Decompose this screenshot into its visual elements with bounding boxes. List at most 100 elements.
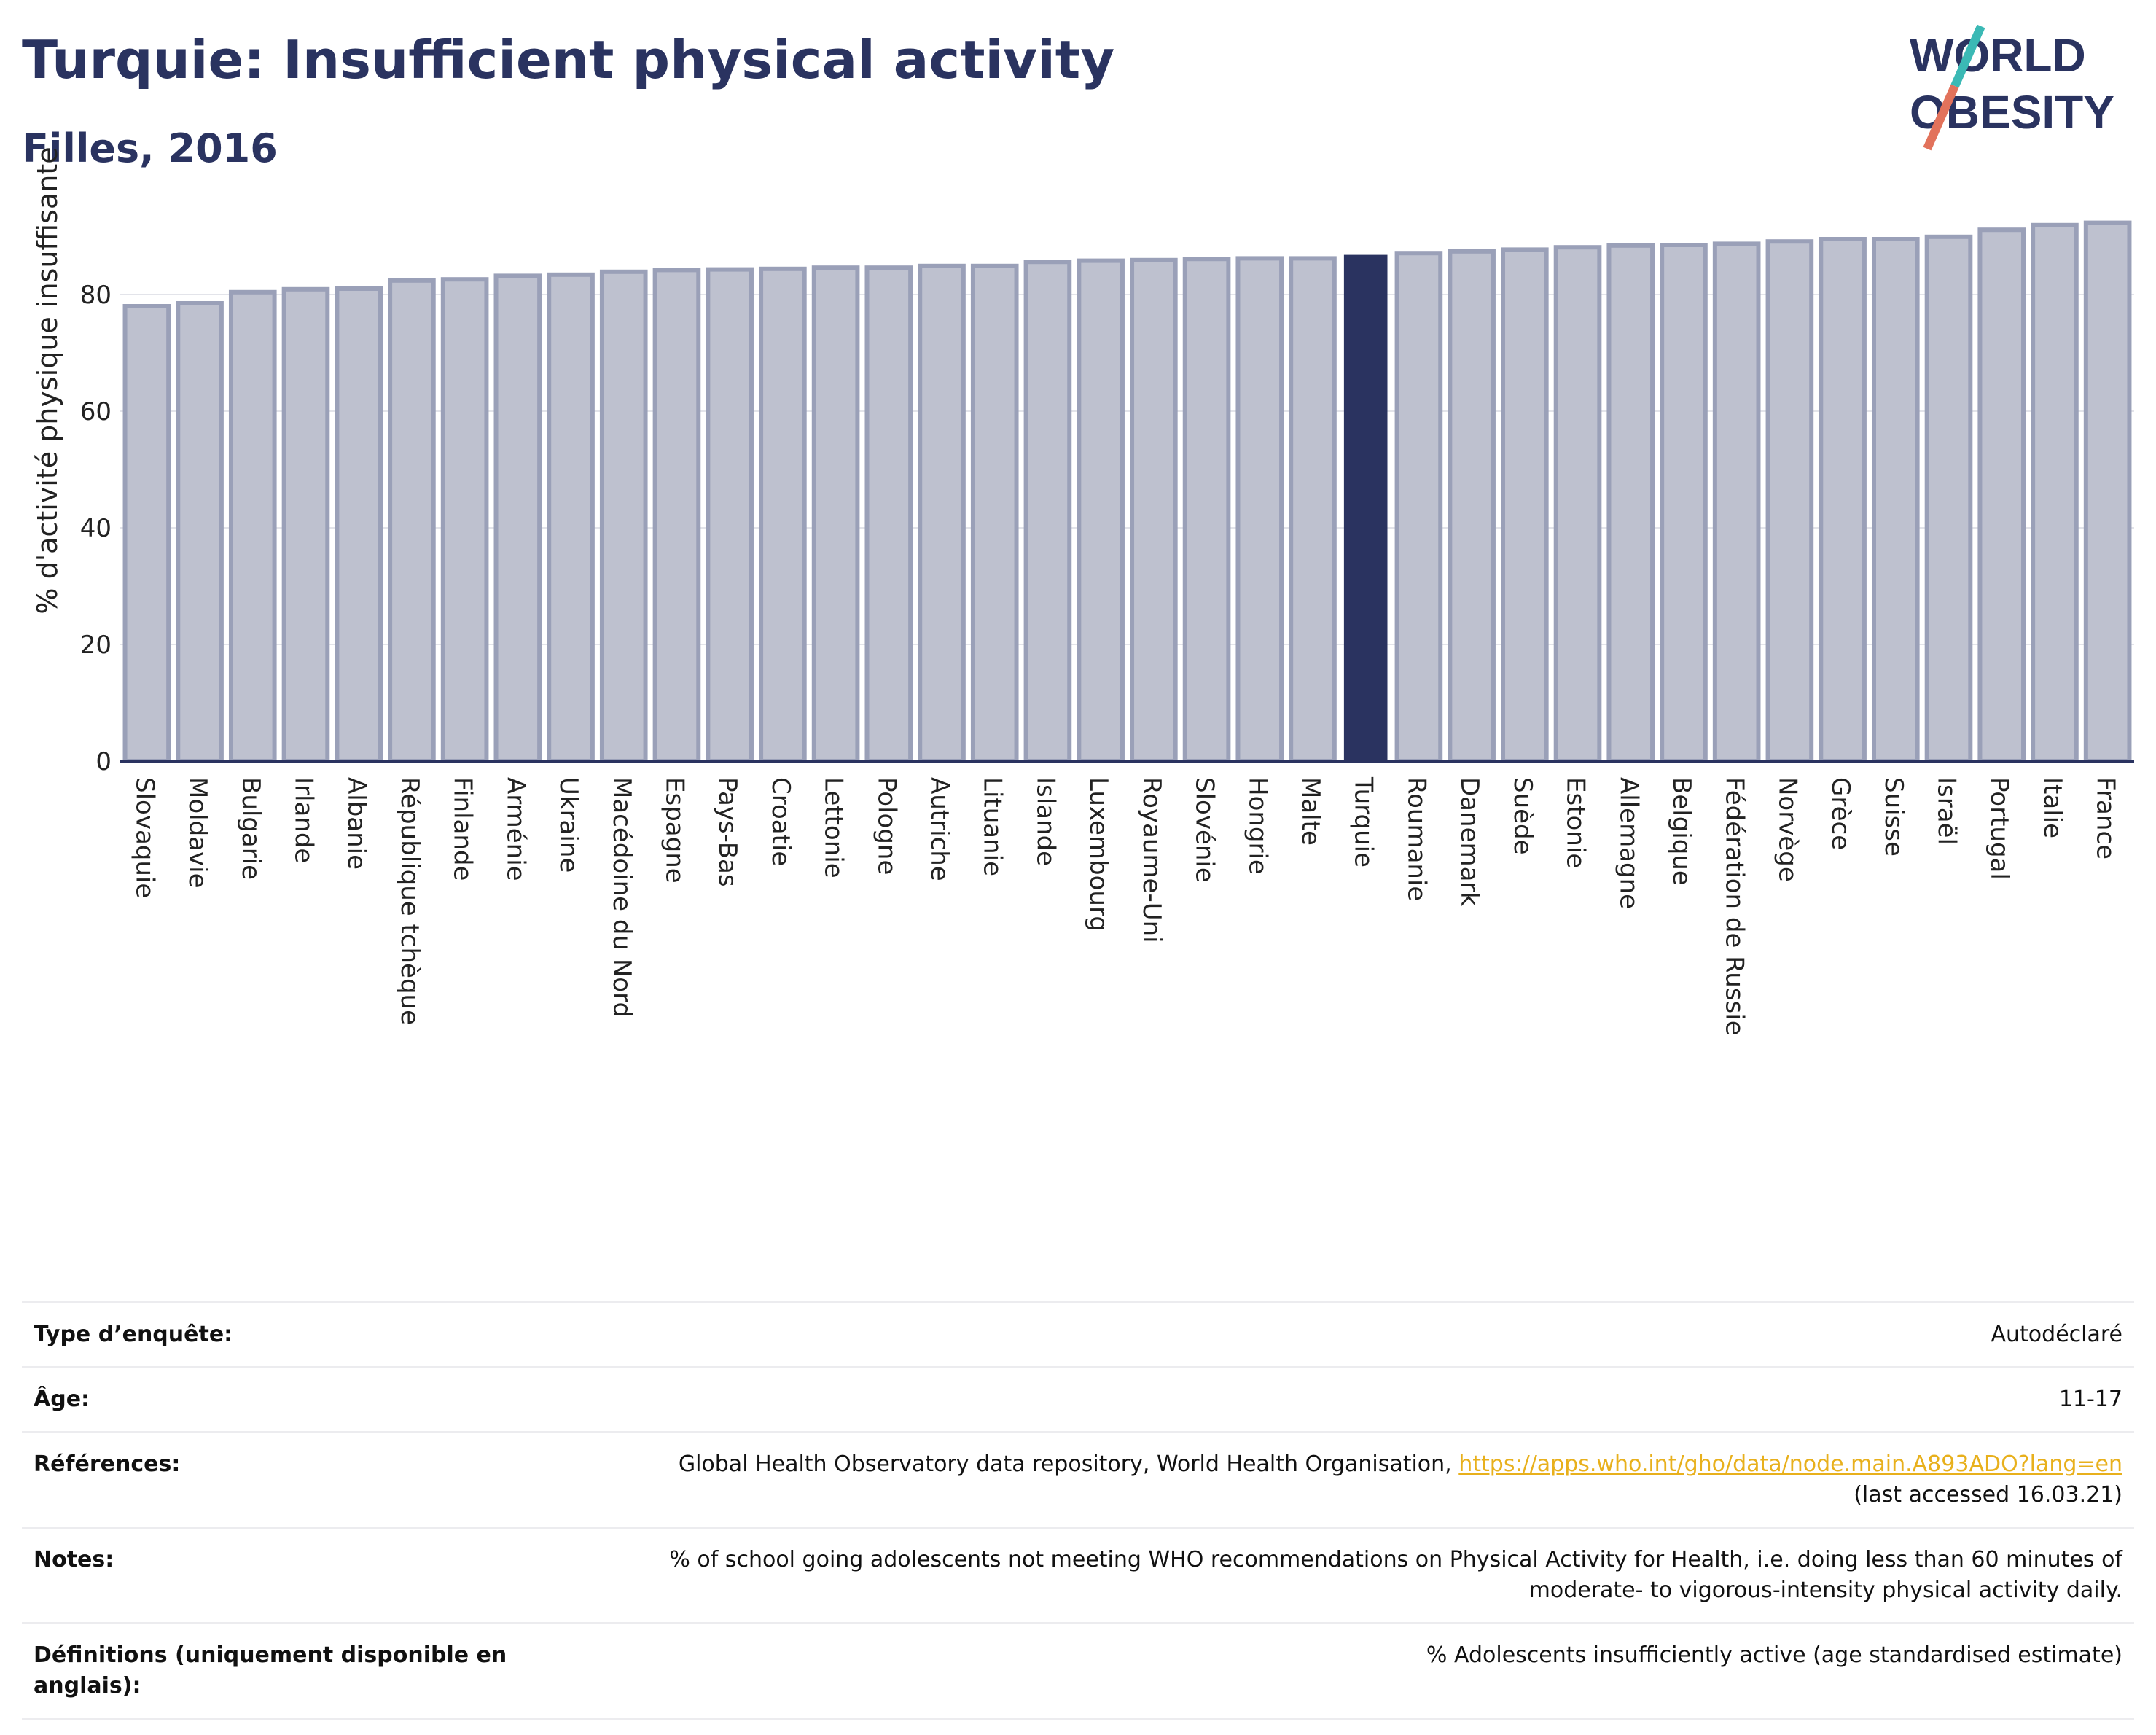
page-title: Turquie: Insufficient physical activity — [22, 29, 1115, 90]
x-tick-label: Suisse — [1879, 777, 1908, 857]
bar-7 — [440, 277, 489, 763]
x-tick-label: Ukraine — [554, 777, 583, 873]
x-tick-label: Bulgarie — [236, 777, 265, 880]
info-value: Global Health Observatory data repositor… — [536, 1449, 2122, 1510]
reference-accessed: (last accessed 16.03.21) — [1854, 1482, 2122, 1508]
x-tick-label: Danemark — [1455, 777, 1484, 906]
bar-23 — [1289, 256, 1337, 763]
bar-21 — [1182, 257, 1231, 763]
bar-19 — [1077, 258, 1125, 764]
bar-9 — [547, 272, 595, 763]
x-tick-label: Malte — [1296, 777, 1325, 846]
bar-10 — [599, 269, 648, 763]
x-tick-label: Moldavie — [183, 777, 212, 889]
x-tick-label: Royaume-Uni — [1137, 777, 1166, 943]
x-tick-label: Slovénie — [1190, 777, 1219, 883]
y-tick-label: 40 — [80, 514, 112, 543]
bar-24 — [1343, 254, 1388, 762]
bar-18 — [1023, 260, 1072, 763]
bar-37 — [2031, 222, 2079, 763]
world-obesity-logo: WORLD OBESITY — [1910, 24, 2114, 151]
y-tick-label: 60 — [80, 397, 112, 426]
bar-14 — [811, 265, 860, 763]
info-row-references: Références: Global Health Observatory da… — [22, 1431, 2134, 1527]
bar-27 — [1501, 247, 1549, 763]
x-tick-label: Irlande — [289, 777, 318, 863]
x-tick-label: Norvège — [1773, 777, 1802, 882]
bar-3 — [228, 289, 277, 763]
bar-25 — [1394, 251, 1443, 763]
x-tick-label: Israël — [1932, 777, 1961, 845]
bar-22 — [1235, 256, 1284, 763]
x-tick-label: Macédoine du Nord — [607, 777, 636, 1018]
bar-12 — [706, 267, 754, 764]
x-tick-label: Espagne — [660, 777, 689, 884]
x-tick-label: Luxembourg — [1084, 777, 1113, 932]
x-tick-label: Arménie — [501, 777, 530, 881]
bar-4 — [281, 286, 330, 763]
x-tick-label: France — [2091, 777, 2120, 859]
x-tick-label: Roumanie — [1402, 777, 1431, 901]
bar-17 — [970, 263, 1019, 763]
bar-29 — [1606, 243, 1655, 763]
bar-2 — [176, 301, 224, 763]
info-value: % of school going adolescents not meetin… — [536, 1545, 2122, 1606]
x-tick-label: Italie — [2038, 777, 2067, 838]
x-tick-label: Turquie — [1349, 776, 1378, 868]
bar-8 — [493, 273, 542, 763]
x-tick-label: Pays-Bas — [713, 777, 742, 887]
x-tick-label: Autriche — [925, 777, 954, 881]
bar-33 — [1819, 237, 1867, 763]
info-row-survey-type: Type d’enquête: Autodéclaré — [22, 1301, 2134, 1366]
y-tick-label: 20 — [80, 631, 112, 660]
svg-text:WORLD: WORLD — [1910, 29, 2086, 82]
info-table: Type d’enquête: Autodéclaré Âge: 11-17 R… — [22, 1301, 2134, 1720]
x-tick-label: Lettonie — [819, 777, 848, 878]
info-row-notes: Notes: % of school going adolescents not… — [22, 1527, 2134, 1622]
x-tick-label: Pologne — [872, 777, 901, 875]
x-tick-label: Belgique — [1667, 777, 1696, 886]
info-key: Âge: — [34, 1387, 90, 1412]
bar-35 — [1924, 234, 1973, 763]
info-value: Autodéclaré — [1991, 1322, 2123, 1347]
bar-11 — [652, 268, 701, 763]
info-value: % Adolescents insufficiently active (age… — [1426, 1642, 2122, 1668]
x-tick-label: Slovaquie — [130, 777, 159, 898]
reference-link[interactable]: https://apps.who.int/gho/data/node.main.… — [1458, 1451, 2122, 1477]
x-tick-label: Portugal — [1985, 777, 2014, 880]
bar-chart: 0 20 40 60 80 % d'activité physique insuffisa… — [31, 147, 2134, 1036]
bar-5 — [335, 286, 383, 763]
bar-16 — [918, 263, 966, 763]
bar-28 — [1553, 245, 1602, 763]
y-tick-label: 0 — [95, 747, 112, 776]
notes-text: % of school going adolescents not meetin… — [669, 1547, 2122, 1572]
bar-36 — [1977, 227, 2026, 763]
bar-15 — [864, 265, 913, 763]
bar-6 — [388, 278, 436, 763]
info-row-definitions: Définitions (uniquement disponible en an… — [22, 1622, 2134, 1720]
info-value: 11-17 — [2058, 1387, 2122, 1412]
reference-text: Global Health Observatory data repositor… — [678, 1451, 1452, 1477]
info-row-age: Âge: 11-17 — [22, 1366, 2134, 1431]
bar-20 — [1130, 257, 1178, 763]
bar-26 — [1448, 249, 1496, 763]
bar-32 — [1765, 239, 1814, 763]
x-tick-label: Hongrie — [1243, 777, 1272, 875]
bar-38 — [2083, 220, 2132, 764]
bar-13 — [759, 266, 807, 763]
info-key: Type d’enquête: — [34, 1322, 233, 1347]
info-key: Références: — [34, 1451, 181, 1477]
bar-1 — [122, 304, 171, 763]
bar-34 — [1871, 237, 1920, 763]
y-tick-label: 80 — [80, 281, 112, 310]
bar-30 — [1660, 243, 1708, 763]
x-tick-label: Croatie — [766, 777, 795, 866]
x-tick-label: Grèce — [1826, 777, 1855, 850]
page-subtitle: Filles, 2016 — [22, 125, 278, 171]
notes-text-continued: moderate- to vigorous-intensity physical… — [1528, 1578, 2122, 1603]
bar-31 — [1712, 241, 1761, 763]
x-tick-label: Islande — [1031, 777, 1060, 866]
info-key: Définitions (uniquement disponible en an… — [34, 1642, 507, 1699]
x-tick-label: Albanie — [342, 777, 371, 870]
info-key: Notes: — [34, 1547, 114, 1572]
